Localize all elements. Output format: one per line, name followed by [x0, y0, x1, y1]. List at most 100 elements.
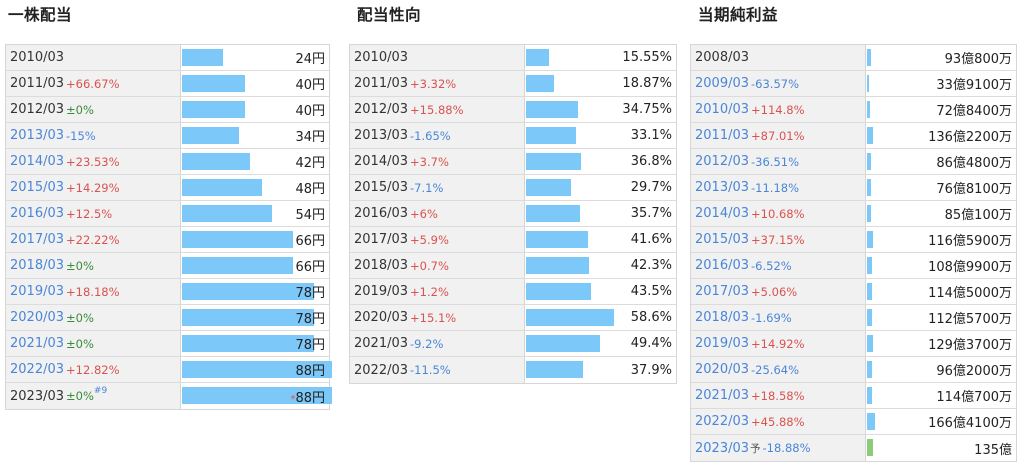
value-bar — [526, 49, 549, 66]
row-year: 2015/03 — [695, 232, 750, 247]
row-value: 58.6% — [630, 310, 672, 325]
row-year: 2023/03 — [695, 440, 750, 456]
row-year: 2009/03 — [695, 76, 750, 91]
payout-title: 配当性向 — [357, 6, 422, 24]
row-label: 2009/03 -63.57% — [691, 71, 866, 96]
row-value: 136億2200万 — [928, 130, 1012, 145]
row-value-text: 54円 — [295, 204, 325, 223]
table-row: 2021/03 +18.58% 114億700万 — [691, 383, 1016, 409]
row-value: 66円 — [295, 234, 325, 249]
row-value: 37.9% — [630, 362, 672, 378]
table-row: 2020/03 -25.64% 96億2000万 — [691, 357, 1016, 383]
row-label: 2020/03 ±0% — [6, 305, 181, 330]
dividend-title: 一株配当 — [8, 6, 73, 24]
row-change: -63.57% — [751, 76, 800, 91]
row-value: 96億2000万 — [936, 364, 1012, 379]
row-value: 116億5900万 — [928, 234, 1012, 249]
row-year: 2014/03 — [354, 154, 409, 169]
row-year: 2022/03 — [10, 362, 65, 377]
row-value-text: 78円 — [295, 308, 325, 327]
value-bar — [867, 179, 871, 196]
row-value: 36.8% — [630, 154, 672, 169]
row-label: 2019/03 +18.18% — [6, 279, 181, 304]
net-income-table: 2008/03 93億800万 2009/03 -63.57% 33億9100万 2010… — [690, 44, 1017, 462]
table-row: 2016/03 -6.52% 108億9900万 — [691, 253, 1016, 279]
row-value-text: 42円 — [295, 152, 325, 171]
row-year: 2018/03 — [354, 258, 409, 273]
value-bar — [526, 75, 554, 92]
row-value-cell: 58.6% — [525, 305, 676, 330]
table-row: 2019/03 +14.92% 129億3700万 — [691, 331, 1016, 357]
value-bar — [526, 127, 576, 144]
row-year: 2013/03 — [10, 128, 65, 143]
table-row: 2017/03 +5.9% 41.6% — [350, 227, 676, 253]
value-bar — [182, 153, 250, 170]
row-value-cell: 24円 — [181, 45, 329, 70]
row-value: 93億800万 — [944, 52, 1012, 67]
table-row: 2022/03 +12.82% 88円 — [6, 357, 332, 383]
row-value-text: 58.6% — [631, 310, 672, 325]
row-value-text: 40円 — [295, 74, 325, 93]
row-year: 2018/03 — [10, 258, 65, 273]
row-label: 2014/03 +3.7% — [350, 149, 525, 174]
row-change: -11.5% — [410, 363, 451, 377]
row-change: +18.18% — [66, 284, 120, 299]
value-bar — [526, 205, 580, 222]
row-value-text: 36.8% — [631, 154, 672, 169]
row-value-cell: 116億5900万 — [866, 227, 1016, 252]
row-value: 88円 — [295, 390, 325, 406]
row-value-cell: 18.87% — [525, 71, 676, 96]
value-bar — [867, 101, 870, 118]
row-label: 2013/03 -11.18% — [691, 175, 866, 200]
row-year: 2011/03 — [354, 76, 409, 91]
table-row: 2015/03 -7.1% 29.7% — [350, 175, 676, 201]
row-change: +12.5% — [66, 206, 113, 221]
row-value-cell: 66円 — [181, 227, 329, 252]
row-value: 42.3% — [630, 258, 672, 273]
value-bar — [182, 179, 262, 196]
row-value: 78円 — [295, 338, 325, 353]
value-bar — [867, 153, 871, 170]
row-value-cell: 114億5000万 — [866, 279, 1016, 304]
row-year: 2014/03 — [695, 206, 750, 221]
row-label: 2011/03 +87.01% — [691, 123, 866, 148]
value-bar — [182, 257, 293, 274]
row-year: 2012/03 — [695, 154, 750, 169]
value-bar — [526, 361, 583, 378]
row-label: 2010/03 +114.8% — [691, 97, 866, 122]
row-label: 2012/03 +15.88% — [350, 97, 525, 122]
row-label: 2012/03 ±0% — [6, 97, 181, 122]
row-value-cell: 35.7% — [525, 201, 676, 226]
row-year: 2010/03 — [10, 50, 65, 65]
value-bar — [182, 49, 223, 66]
row-value: 34円 — [295, 130, 325, 145]
table-row: 2018/03 -1.69% 112億5700万 — [691, 305, 1016, 331]
row-value: 15.55% — [622, 50, 672, 65]
value-bar — [867, 387, 872, 404]
row-value-cell: 34.75% — [525, 97, 676, 122]
row-value-text: 78円 — [295, 334, 325, 353]
value-bar — [182, 75, 245, 92]
row-change: -7.1% — [410, 180, 444, 195]
row-value-text: 86億4800万 — [936, 152, 1012, 171]
row-change: +0.7% — [410, 258, 449, 273]
row-value: 18.87% — [622, 76, 672, 91]
row-change: +14.29% — [66, 180, 120, 195]
table-row: 2019/03 +18.18% 78円 — [6, 279, 329, 305]
row-value-text: 114億700万 — [936, 386, 1012, 405]
row-value-text: 34円 — [295, 126, 325, 145]
row-year: 2012/03 — [354, 102, 409, 117]
row-note-link[interactable]: #9 — [93, 386, 108, 396]
row-value-cell: 86億4800万 — [866, 149, 1016, 174]
row-label: 2017/03 +5.9% — [350, 227, 525, 252]
row-value-cell: *88円 — [181, 383, 332, 409]
row-change: ±0% — [66, 102, 94, 117]
row-value-text: 93億800万 — [945, 48, 1012, 67]
row-change: -18.88% — [762, 441, 811, 455]
value-bar — [867, 309, 872, 326]
value-bar — [867, 257, 872, 274]
row-year: 2020/03 — [354, 310, 409, 325]
table-row: 2022/03 -11.5% 37.9% — [350, 357, 676, 383]
row-change: +15.1% — [410, 310, 457, 325]
asterisk-icon: * — [290, 393, 296, 405]
